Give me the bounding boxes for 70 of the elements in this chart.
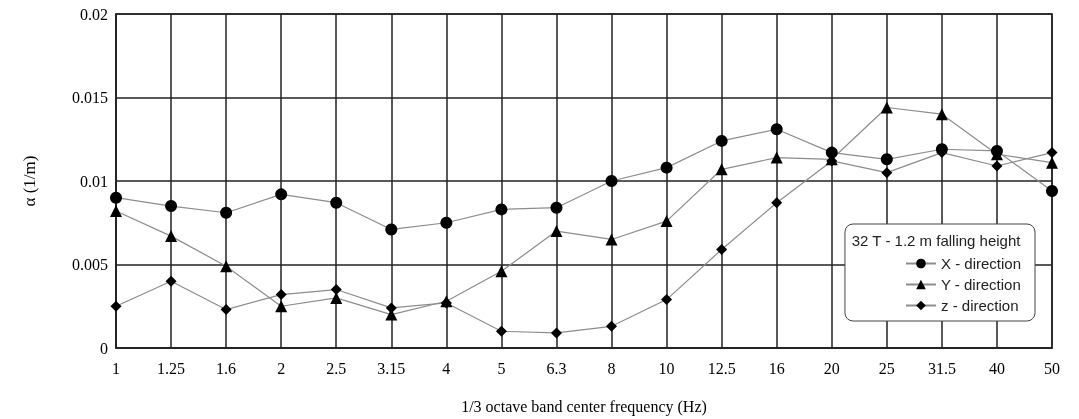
point — [660, 161, 673, 174]
point — [991, 160, 1003, 172]
point — [880, 101, 893, 114]
point — [715, 163, 728, 176]
point — [165, 200, 178, 213]
y-tick-label: 0 — [100, 339, 108, 357]
point — [220, 260, 233, 273]
x-tick-label: 1.6 — [216, 359, 237, 377]
x-tick-label: 3.15 — [377, 359, 406, 377]
point — [110, 300, 122, 312]
point — [715, 134, 728, 147]
point — [770, 151, 783, 164]
x-tick-label: 31.5 — [927, 359, 956, 377]
x-tick-label: 50 — [1044, 359, 1060, 377]
point — [1046, 147, 1058, 159]
point — [716, 243, 728, 255]
point — [550, 327, 562, 339]
point — [330, 196, 343, 209]
x-tick-label: 8 — [607, 359, 616, 377]
point — [550, 201, 563, 214]
y-tick-label: 0.015 — [72, 89, 108, 106]
point — [495, 265, 508, 278]
point — [771, 197, 783, 209]
x-tick-label: 10 — [658, 359, 675, 377]
x-axis-title: 1/3 octave band center frequency (Hz) — [461, 397, 707, 416]
legend-label: Y - direction — [940, 276, 1021, 293]
x-tick-label: 5 — [497, 359, 506, 377]
x-tick-label: 25 — [878, 359, 895, 377]
x-tick-label: 1 — [112, 359, 120, 377]
x-tick-label: 40 — [988, 359, 1005, 377]
point — [275, 300, 288, 313]
y-tick-label: 0.01 — [80, 172, 108, 190]
point — [935, 108, 948, 121]
x-tick-label: 6.3 — [546, 359, 567, 377]
point — [110, 205, 122, 218]
point — [660, 215, 673, 228]
legend-title: 32 T - 1.2 m falling height — [851, 232, 1022, 249]
legend-label: z - direction — [940, 297, 1019, 314]
point — [605, 233, 618, 246]
point — [495, 325, 507, 337]
point — [385, 223, 398, 236]
point — [1046, 185, 1058, 198]
x-tick-label: 12.5 — [707, 359, 736, 377]
point — [661, 294, 673, 306]
point — [220, 304, 232, 316]
legend-label: X - direction — [940, 255, 1022, 272]
x-tick-label: 4 — [442, 359, 451, 377]
point — [881, 167, 893, 179]
x-tick-label: 2.5 — [326, 359, 347, 377]
point — [880, 153, 893, 166]
point — [165, 275, 177, 287]
x-tick-label: 2 — [277, 359, 286, 377]
x-tick-label: 1.25 — [157, 359, 186, 377]
point — [440, 216, 453, 229]
y-tick-label: 0.02 — [80, 5, 108, 23]
point — [605, 175, 618, 187]
x-tick-label: 20 — [823, 359, 840, 377]
point — [1046, 156, 1058, 169]
point — [550, 225, 563, 238]
point — [275, 289, 287, 301]
x-tick-label: 16 — [768, 359, 785, 377]
point — [165, 230, 178, 243]
point — [606, 320, 618, 332]
point — [110, 191, 122, 204]
y-tick-label: 0.005 — [72, 256, 108, 273]
point — [220, 206, 233, 219]
y-axis-title: α (1/m) — [20, 155, 39, 207]
point — [495, 203, 508, 216]
point — [275, 188, 288, 201]
point — [770, 123, 783, 136]
